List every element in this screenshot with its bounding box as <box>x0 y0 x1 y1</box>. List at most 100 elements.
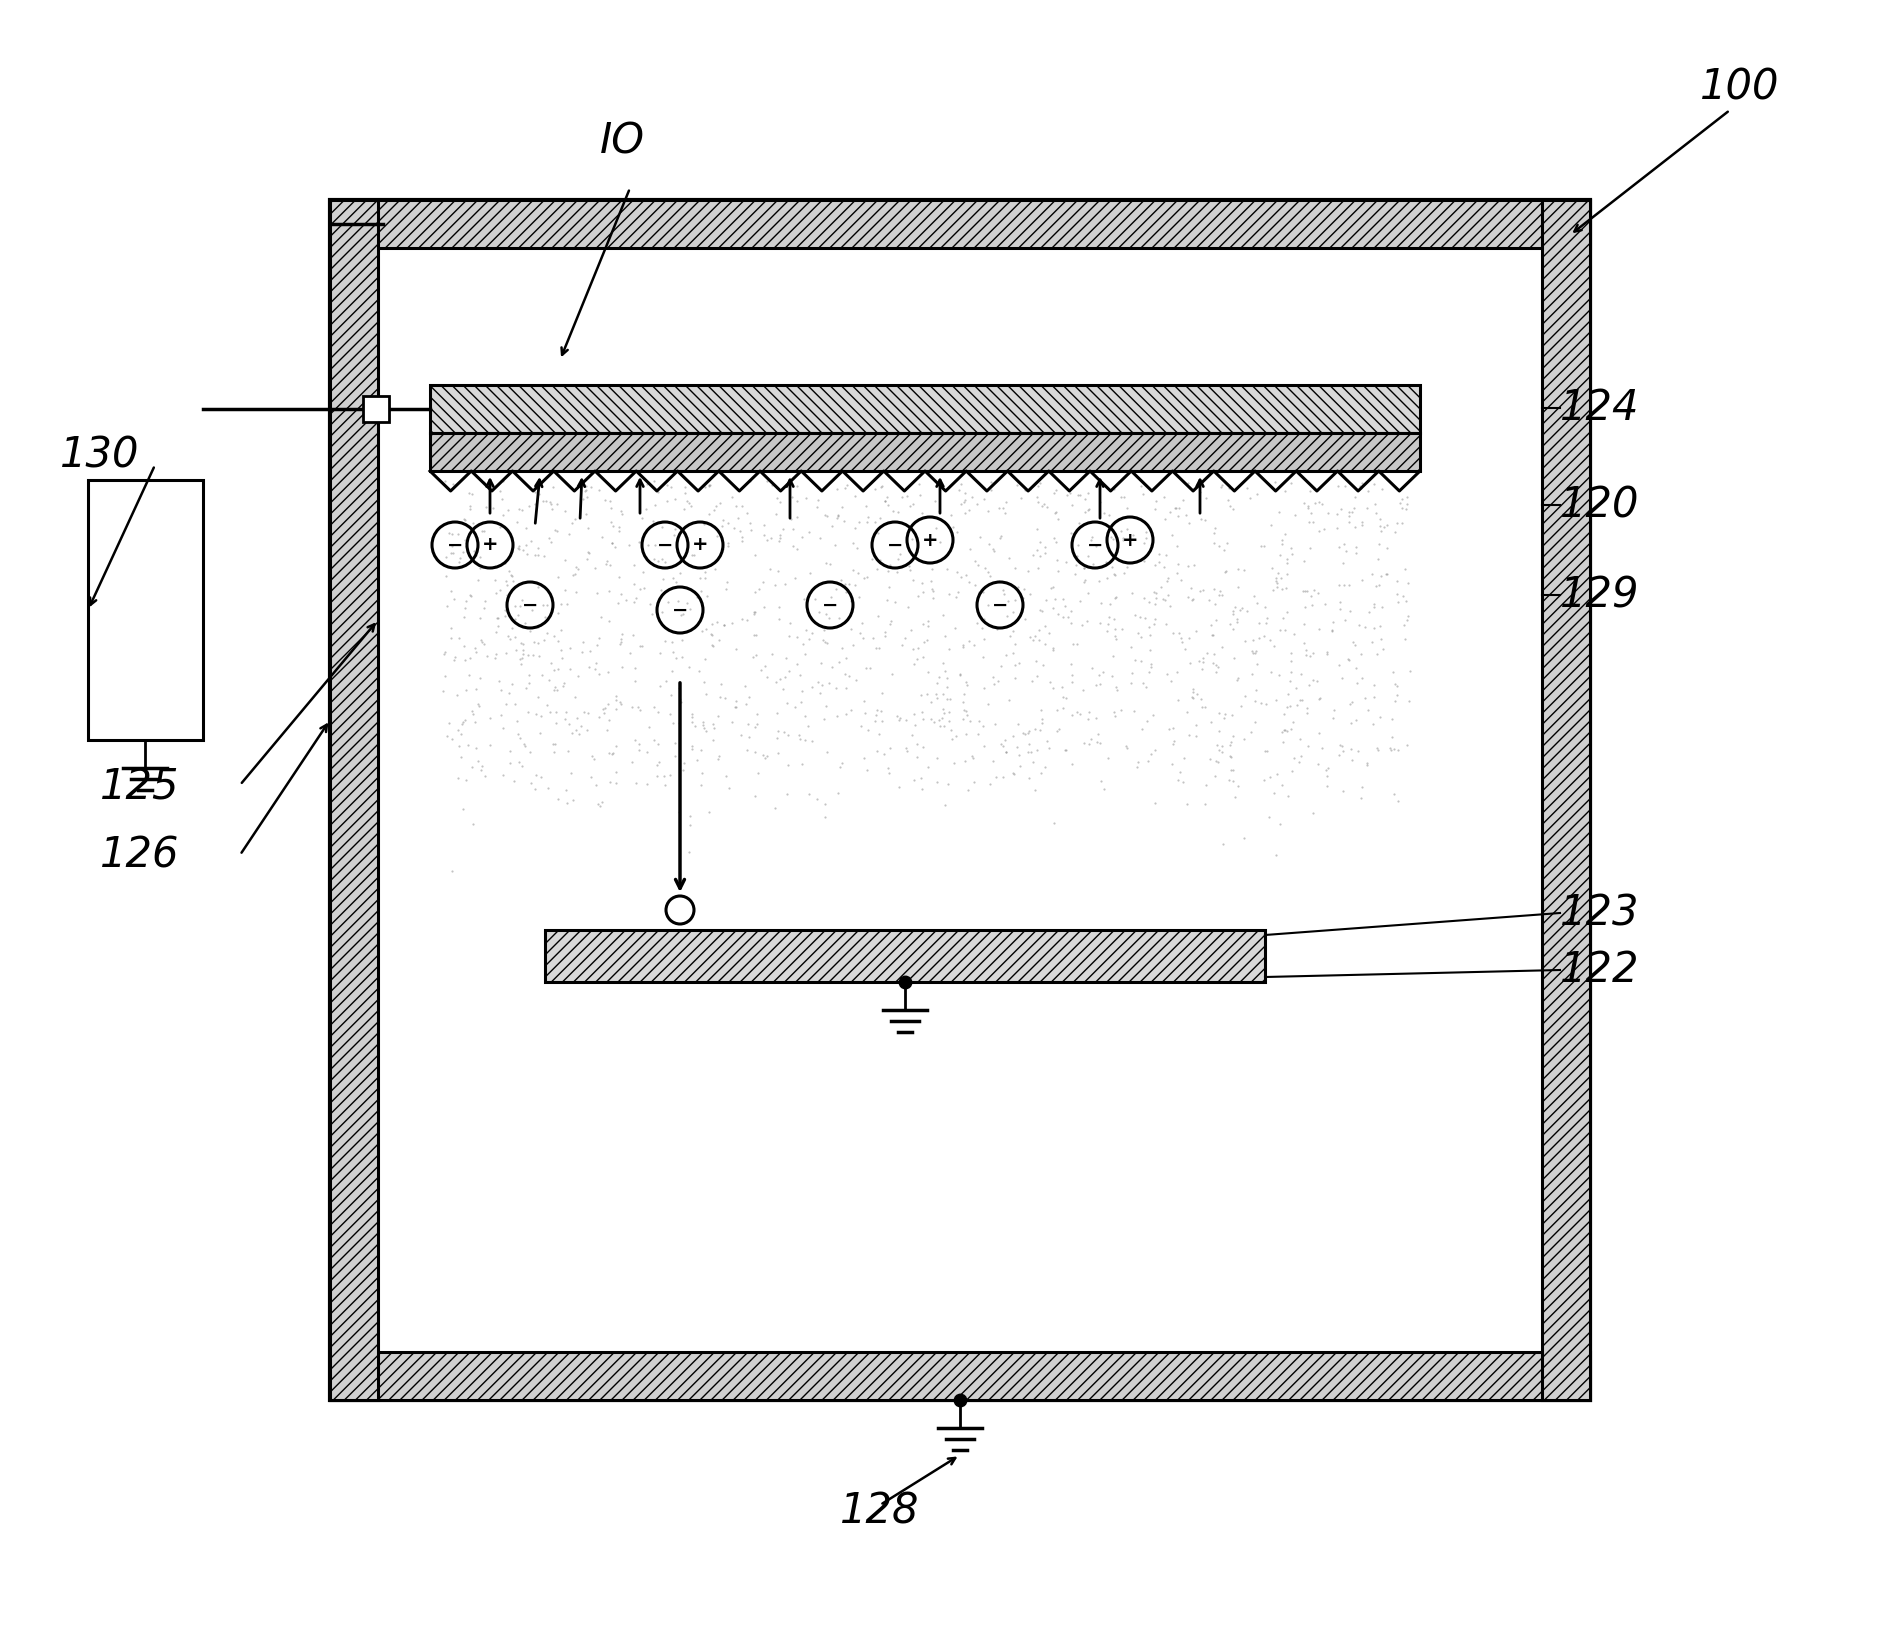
Point <box>985 731 1015 757</box>
Point <box>509 642 539 668</box>
Point <box>816 513 847 540</box>
Point <box>583 790 613 817</box>
Point <box>664 799 695 825</box>
Point <box>685 564 716 591</box>
Point <box>583 579 613 606</box>
Point <box>437 533 467 559</box>
Point <box>831 472 862 498</box>
Point <box>738 599 769 625</box>
Point <box>437 726 467 752</box>
Point <box>549 672 579 698</box>
Point <box>543 601 573 627</box>
Point <box>1255 764 1285 790</box>
Point <box>505 724 535 751</box>
Point <box>1336 690 1367 716</box>
Point <box>1057 610 1088 637</box>
Point <box>1245 690 1275 716</box>
Point <box>962 609 993 635</box>
Point <box>979 711 1010 738</box>
Point <box>450 594 480 620</box>
Point <box>708 507 738 533</box>
Point <box>469 762 499 789</box>
Point <box>581 650 611 676</box>
Point <box>442 681 473 708</box>
Point <box>905 764 936 790</box>
Point <box>575 639 605 665</box>
Point <box>1372 535 1403 561</box>
Point <box>905 681 936 708</box>
Point <box>1034 734 1065 761</box>
Point <box>465 554 495 581</box>
Point <box>875 734 905 761</box>
Point <box>1222 606 1253 632</box>
Point <box>501 637 531 663</box>
Point <box>717 708 748 734</box>
Point <box>1296 592 1327 619</box>
Point <box>1359 490 1389 516</box>
Point <box>1021 648 1051 675</box>
Point <box>1033 728 1063 754</box>
Point <box>1162 660 1192 686</box>
Point <box>1213 767 1243 794</box>
Point <box>790 703 820 729</box>
Point <box>1002 472 1033 498</box>
Point <box>1034 668 1065 695</box>
Point <box>1327 665 1357 691</box>
Point <box>1342 738 1372 764</box>
Point <box>1285 726 1315 752</box>
Point <box>865 698 896 724</box>
Point <box>1395 688 1425 714</box>
Point <box>816 584 847 610</box>
Point <box>848 688 879 714</box>
Point <box>890 706 921 733</box>
Point <box>456 582 486 609</box>
Point <box>1093 604 1124 630</box>
Point <box>465 665 495 691</box>
Point <box>1179 551 1209 578</box>
Point <box>530 627 560 653</box>
Point <box>697 610 727 637</box>
Point <box>683 657 714 683</box>
Point <box>1200 520 1230 546</box>
Point <box>869 741 900 767</box>
Point <box>1291 594 1321 620</box>
Point <box>915 568 945 594</box>
Point <box>1118 521 1148 548</box>
Point <box>1196 612 1226 639</box>
Point <box>1376 724 1406 751</box>
Point <box>583 625 613 652</box>
Point <box>1112 516 1143 543</box>
Point <box>810 804 841 830</box>
Point <box>1141 488 1171 515</box>
Point <box>573 653 604 680</box>
Point <box>1074 497 1105 523</box>
Point <box>719 695 750 721</box>
Point <box>947 632 977 658</box>
Point <box>936 502 966 528</box>
Point <box>983 668 1014 695</box>
Point <box>450 706 480 733</box>
Point <box>1019 716 1050 742</box>
Point <box>661 516 691 543</box>
Point <box>1000 652 1031 678</box>
Point <box>560 718 590 744</box>
Point <box>605 629 636 655</box>
Point <box>1376 736 1406 762</box>
Point <box>1027 493 1057 520</box>
Point <box>554 655 585 681</box>
Point <box>1188 645 1219 672</box>
Point <box>495 738 526 764</box>
Point <box>1285 749 1315 776</box>
Point <box>541 698 571 724</box>
Point <box>932 556 962 582</box>
Point <box>1082 672 1112 698</box>
Point <box>1268 576 1298 602</box>
Point <box>518 629 549 655</box>
Point <box>539 739 569 766</box>
Point <box>1038 525 1069 551</box>
Point <box>429 469 459 495</box>
Point <box>585 705 615 731</box>
Point <box>782 503 812 530</box>
Text: −: − <box>886 536 903 554</box>
Point <box>1027 597 1057 624</box>
